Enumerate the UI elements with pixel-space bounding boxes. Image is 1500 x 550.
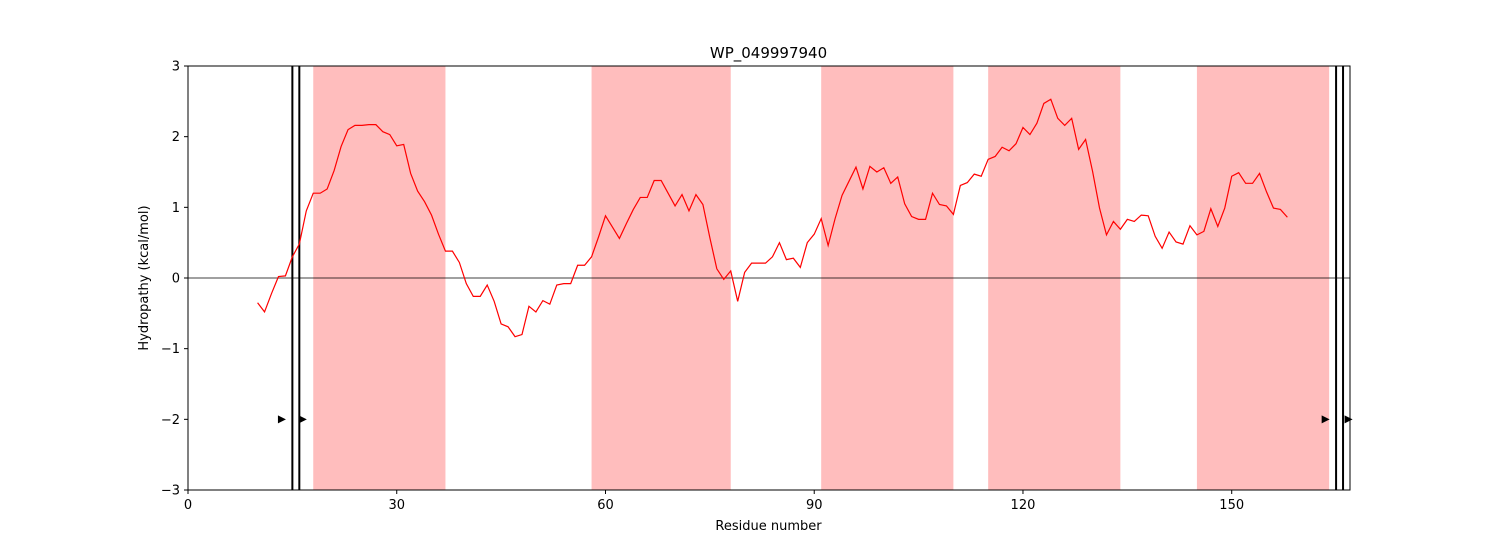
y-tick-label: 1 [172,201,180,216]
x-tick-label: 60 [597,498,614,513]
x-tick-label: 150 [1219,498,1244,513]
chart-title: WP_049997940 [710,44,827,63]
y-tick-label: 3 [172,60,180,75]
y-tick-label: 0 [172,272,180,287]
arrow-marker-2 [298,415,307,424]
arrow-marker-4 [1344,415,1353,424]
y-tick-label: −1 [161,342,180,357]
x-tick-label: 120 [1011,498,1036,513]
y-tick-label: 2 [172,130,180,145]
y-tick-label: −2 [161,413,180,428]
hydropathy-series-line [257,98,1288,338]
arrow-marker-3 [1321,415,1330,424]
x-tick-label: 0 [184,498,192,513]
arrow-markers [277,415,1353,424]
y-tick-label: −3 [161,484,180,499]
x-axis-ticks: 0 30 60 90 120 150 [184,490,1244,513]
x-tick-label: 90 [806,498,823,513]
arrow-marker-1 [277,415,286,424]
y-axis-label: Hydropathy (kcal/mol) [137,205,152,350]
x-axis-label: Residue number [715,519,822,534]
x-tick-label: 30 [388,498,405,513]
y-axis-ticks: −3 −2 −1 0 1 2 3 [161,60,188,499]
